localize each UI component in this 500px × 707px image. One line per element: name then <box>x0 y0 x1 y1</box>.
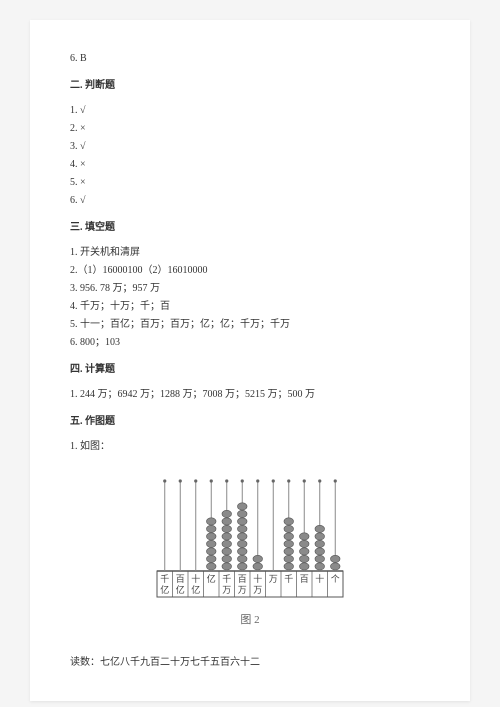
svg-text:万: 万 <box>238 585 247 595</box>
section-5-title: 五. 作图题 <box>70 413 430 430</box>
svg-text:十: 十 <box>191 573 200 584</box>
svg-text:十: 十 <box>315 573 324 584</box>
list-item: 1. 244 万；6942 万；1288 万；7008 万；5215 万；500… <box>70 386 430 403</box>
svg-text:万: 万 <box>253 585 262 595</box>
svg-text:百: 百 <box>300 574 309 584</box>
svg-text:亿: 亿 <box>207 573 216 584</box>
section-3-items: 1. 开关机和清屏2.（1）16000100（2）160100003. 956.… <box>70 244 430 351</box>
svg-text:亿: 亿 <box>191 584 200 595</box>
list-item: 1. √ <box>70 102 430 119</box>
answer-page: 6. B 二. 判断题 1. √2. ×3. √4. ×5. ×6. √ 三. … <box>30 20 470 701</box>
list-item: 1. 开关机和清屏 <box>70 244 430 261</box>
svg-text:亿: 亿 <box>176 584 185 595</box>
section-2-items: 1. √2. ×3. √4. ×5. ×6. √ <box>70 102 430 209</box>
list-item: 3. √ <box>70 138 430 155</box>
list-item: 4. 千万；十万；千；百 <box>70 298 430 315</box>
svg-text:百: 百 <box>176 574 185 584</box>
section-4-title: 四. 计算题 <box>70 361 430 378</box>
list-item: 2. × <box>70 120 430 137</box>
number-reading: 读数：七亿八千九百二十万七千五百六十二 <box>70 654 430 671</box>
svg-text:万: 万 <box>222 585 231 595</box>
section-2-title: 二. 判断题 <box>70 77 430 94</box>
abacus-figure: 千亿百亿十亿亿千万百万十万万千百十个 图 2 <box>70 475 430 630</box>
abacus-caption: 图 2 <box>70 611 430 630</box>
list-item: 6. √ <box>70 192 430 209</box>
list-item: 5. 十一；百亿；百万；百万；亿；亿；千万；千万 <box>70 316 430 333</box>
list-item: 5. × <box>70 174 430 191</box>
list-item: 4. × <box>70 156 430 173</box>
svg-text:百: 百 <box>238 574 247 584</box>
list-item: 6. 800；103 <box>70 334 430 351</box>
svg-text:万: 万 <box>269 574 278 584</box>
svg-text:亿: 亿 <box>160 584 169 595</box>
svg-text:个: 个 <box>331 574 340 584</box>
list-item: 1. 如图： <box>70 438 430 455</box>
svg-text:千: 千 <box>222 574 231 584</box>
svg-text:千: 千 <box>284 574 293 584</box>
list-item: 3. 956. 78 万；957 万 <box>70 280 430 297</box>
abacus-svg: 千亿百亿十亿亿千万百万十万万千百十个 <box>150 475 350 605</box>
section-3-title: 三. 填空题 <box>70 219 430 236</box>
svg-text:千: 千 <box>160 574 169 584</box>
svg-text:十: 十 <box>253 573 262 584</box>
answer-6b: 6. B <box>70 50 430 67</box>
section-5-items: 1. 如图： <box>70 438 430 455</box>
section-4-items: 1. 244 万；6942 万；1288 万；7008 万；5215 万；500… <box>70 386 430 403</box>
list-item: 2.（1）16000100（2）16010000 <box>70 262 430 279</box>
